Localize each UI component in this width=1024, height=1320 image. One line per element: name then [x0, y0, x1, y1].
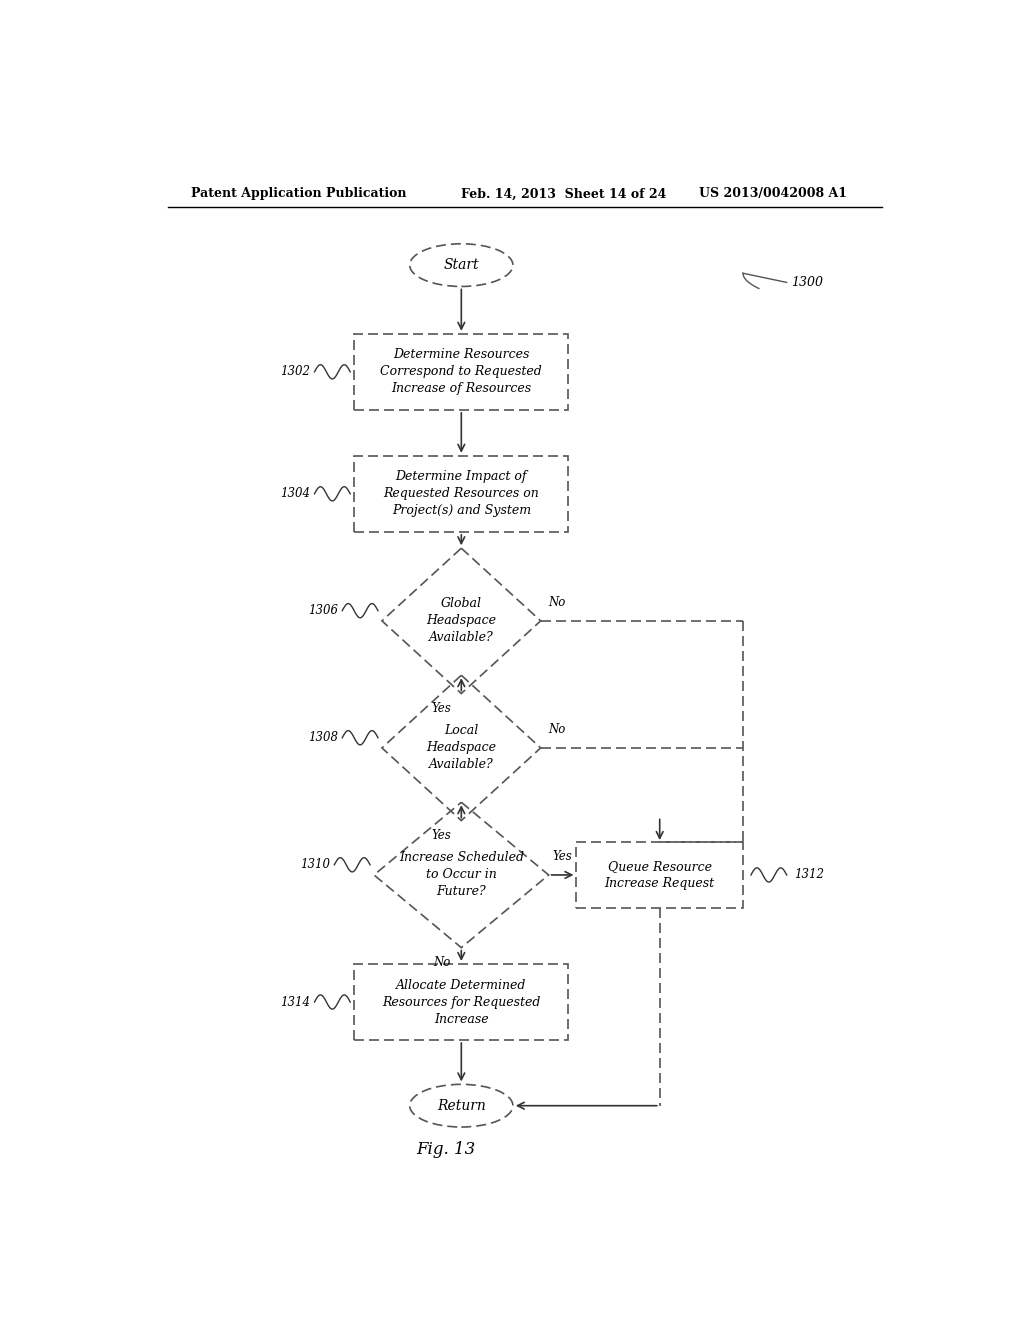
- Text: Fig. 13: Fig. 13: [416, 1140, 475, 1158]
- Text: Global
Headspace
Available?: Global Headspace Available?: [426, 598, 497, 644]
- Text: 1306: 1306: [308, 605, 338, 618]
- Bar: [354, 455, 568, 532]
- Text: Allocate Determined
Resources for Requested
Increase: Allocate Determined Resources for Reques…: [382, 978, 541, 1026]
- Text: 1312: 1312: [795, 869, 824, 882]
- Text: Start: Start: [443, 259, 479, 272]
- Text: 1300: 1300: [791, 276, 822, 289]
- Bar: [354, 334, 568, 411]
- Bar: [354, 964, 568, 1040]
- Text: Determine Impact of
Requested Resources on
Project(s) and System: Determine Impact of Requested Resources …: [383, 470, 540, 517]
- Text: 1302: 1302: [281, 366, 310, 379]
- Text: No: No: [549, 723, 566, 735]
- Text: Return: Return: [437, 1098, 485, 1113]
- Text: Yes: Yes: [553, 850, 572, 863]
- Text: No: No: [549, 595, 566, 609]
- Text: 1304: 1304: [281, 487, 310, 500]
- Text: US 2013/0042008 A1: US 2013/0042008 A1: [699, 187, 848, 201]
- Text: Patent Application Publication: Patent Application Publication: [191, 187, 407, 201]
- Bar: [577, 842, 743, 908]
- Text: 1308: 1308: [308, 731, 338, 744]
- Text: Yes: Yes: [431, 829, 452, 842]
- Text: Queue Resource
Increase Request: Queue Resource Increase Request: [604, 859, 715, 890]
- Text: Feb. 14, 2013  Sheet 14 of 24: Feb. 14, 2013 Sheet 14 of 24: [461, 187, 667, 201]
- Text: Yes: Yes: [431, 702, 452, 714]
- Text: Local
Headspace
Available?: Local Headspace Available?: [426, 725, 497, 771]
- Text: 1314: 1314: [281, 995, 310, 1008]
- Text: Increase Scheduled
to Occur in
Future?: Increase Scheduled to Occur in Future?: [398, 851, 524, 899]
- Text: No: No: [433, 956, 451, 969]
- Text: Determine Resources
Correspond to Requested
Increase of Resources: Determine Resources Correspond to Reques…: [381, 348, 542, 396]
- Text: 1310: 1310: [300, 858, 331, 871]
